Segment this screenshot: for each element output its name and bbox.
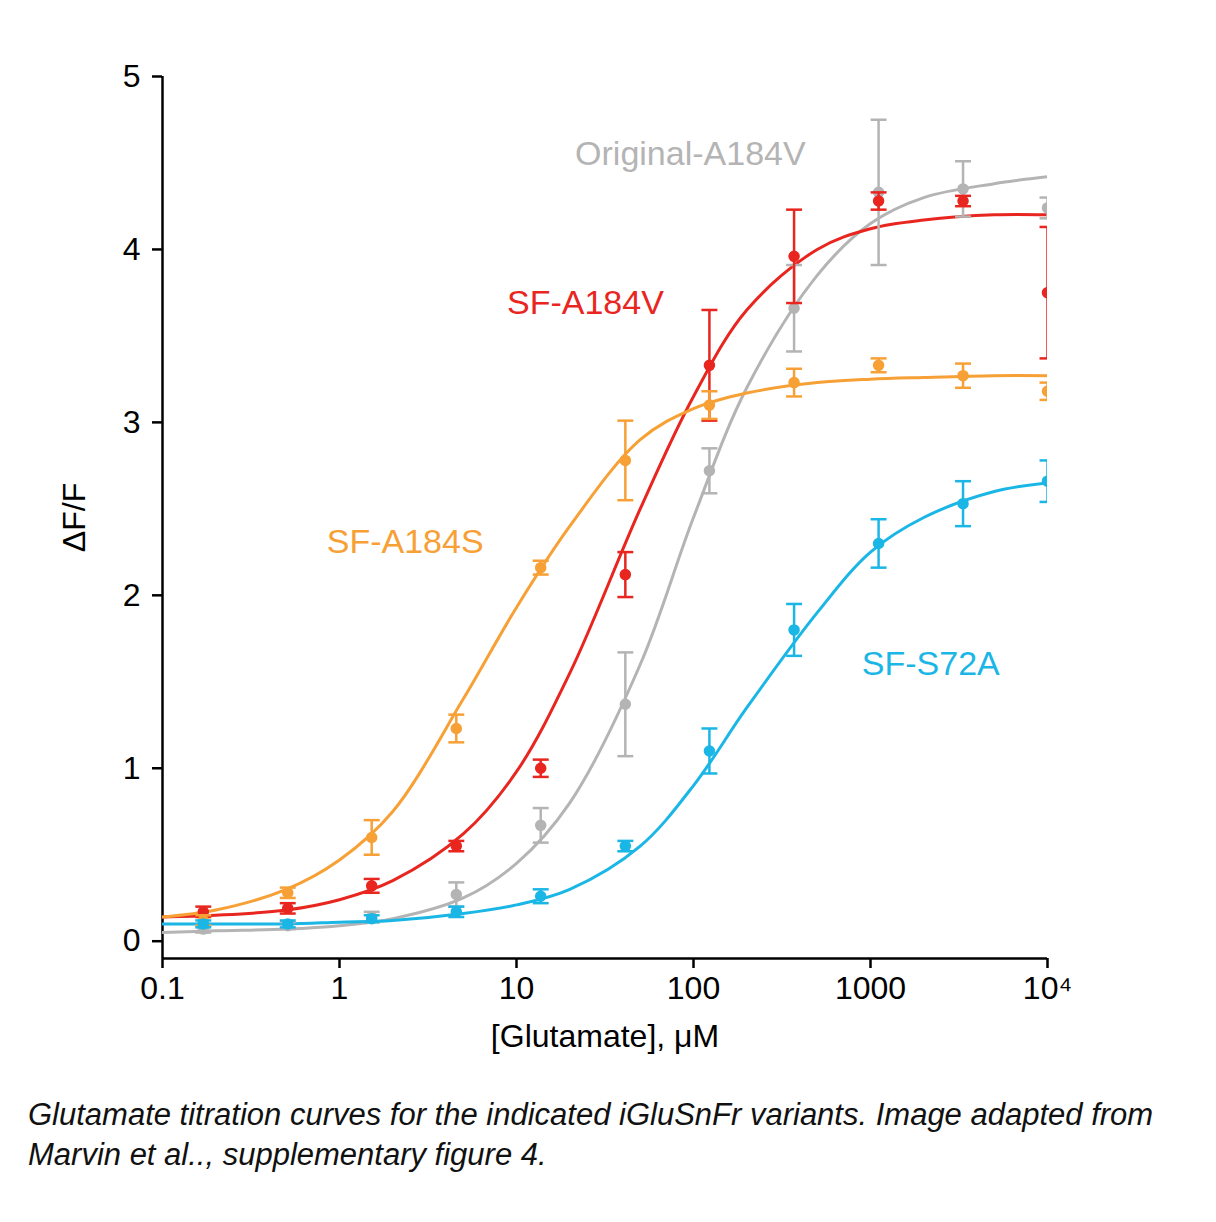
svg-text:10⁴: 10⁴ — [1023, 970, 1072, 1006]
svg-text:SF-A184S: SF-A184S — [327, 522, 484, 560]
svg-text:SF-S72A: SF-S72A — [862, 644, 1000, 682]
svg-text:1: 1 — [331, 970, 349, 1006]
svg-text:0.1: 0.1 — [140, 970, 184, 1006]
svg-text:[Glutamate], μM: [Glutamate], μM — [491, 1018, 719, 1054]
svg-text:100: 100 — [667, 970, 720, 1006]
html-text:Glutamate titration curves for: Glutamate titration curves for the indic… — [28, 1097, 1154, 1173]
svg-text:2: 2 — [123, 577, 141, 613]
svg-text:3: 3 — [123, 404, 141, 440]
svg-text:0: 0 — [123, 922, 141, 958]
svg-text:1: 1 — [123, 750, 141, 786]
svg-text:ΔF/F: ΔF/F — [56, 483, 92, 552]
svg-text:5: 5 — [123, 58, 141, 94]
svg-text:10: 10 — [499, 970, 535, 1006]
svg-text:SF-A184V: SF-A184V — [507, 283, 664, 321]
svg-text:4: 4 — [123, 231, 141, 267]
svg-text:Original-A184V: Original-A184V — [575, 134, 806, 172]
svg-text:1000: 1000 — [835, 970, 906, 1006]
